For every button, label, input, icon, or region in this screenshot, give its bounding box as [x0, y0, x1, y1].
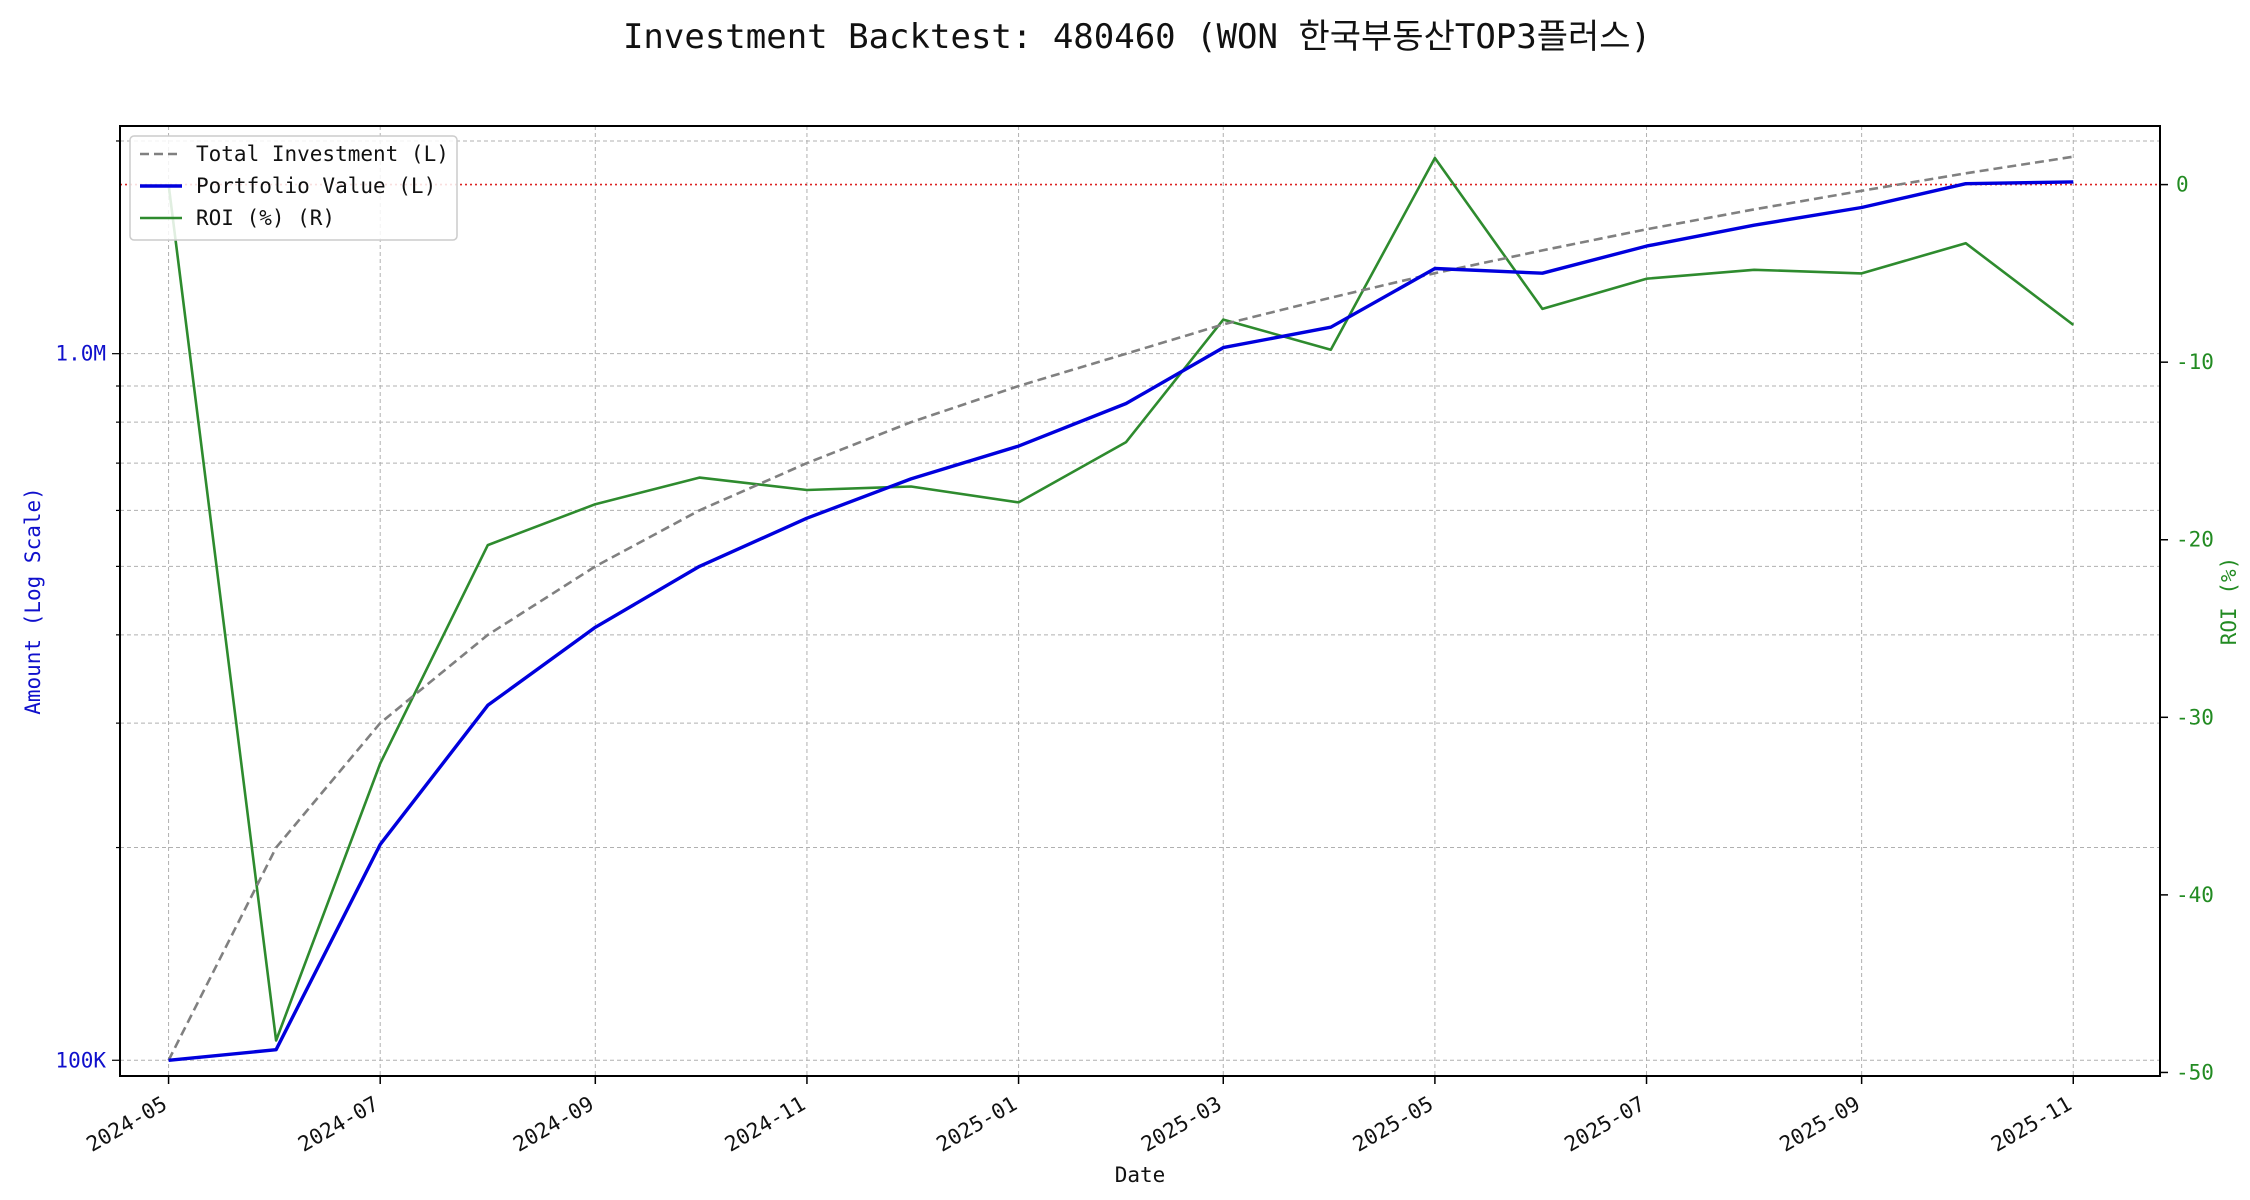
- x-tick-label: 2024-11: [721, 1092, 810, 1157]
- y-right-tick-label: -20: [2176, 528, 2214, 552]
- chart-title: Investment Backtest: 480460 (WON 한국부동산TO…: [623, 17, 1651, 57]
- y-left-axis-label: Amount (Log Scale): [21, 487, 45, 715]
- axes: 2024-05 2024-07 2024-09 2024-11 2025-01 2025-…: [55, 140, 2214, 1157]
- legend: Total Investment (L) Portfolio Value (L) R…: [129, 135, 458, 241]
- y-left-tick-label: 1.0M: [55, 342, 106, 366]
- y-right-tick-label: 0: [2176, 173, 2189, 197]
- series-line-roi-r: [167, 156, 2075, 1042]
- x-tick-label: 2025-09: [1775, 1092, 1864, 1157]
- series-line-portfolio-value-l: [168, 180, 2074, 1062]
- y-right-tick-label: -10: [2176, 350, 2214, 374]
- y-right-axis-label: ROI (%): [2217, 557, 2241, 646]
- x-tick-label: 2025-05: [1349, 1092, 1438, 1157]
- legend-box: [129, 135, 458, 241]
- x-tick-label: 2024-05: [82, 1092, 171, 1157]
- legend-label: Total Investment (L): [196, 142, 449, 166]
- series-lines: [167, 155, 2075, 1062]
- y-right-tick-label: -30: [2176, 705, 2214, 729]
- x-tick-label: 2025-11: [1987, 1092, 2076, 1157]
- series-line-total-investment-l: [167, 155, 2074, 1061]
- y-right-tick-label: -40: [2176, 883, 2214, 907]
- legend-label: ROI (%) (R): [196, 206, 335, 230]
- x-tick-label: 2025-01: [932, 1092, 1021, 1157]
- grid: [120, 126, 2160, 1076]
- x-tick-label: 2024-07: [294, 1092, 383, 1157]
- x-axis-label: Date: [1115, 1163, 1166, 1187]
- y-left-tick-label: 100K: [55, 1048, 106, 1072]
- x-tick-label: 2025-03: [1137, 1092, 1226, 1157]
- plot-frame: [119, 125, 2161, 1077]
- x-tick-label: 2024-09: [509, 1092, 598, 1157]
- legend-label: Portfolio Value (L): [196, 174, 436, 198]
- y-right-tick-label: -50: [2176, 1060, 2214, 1084]
- x-tick-label: 2025-07: [1560, 1092, 1649, 1157]
